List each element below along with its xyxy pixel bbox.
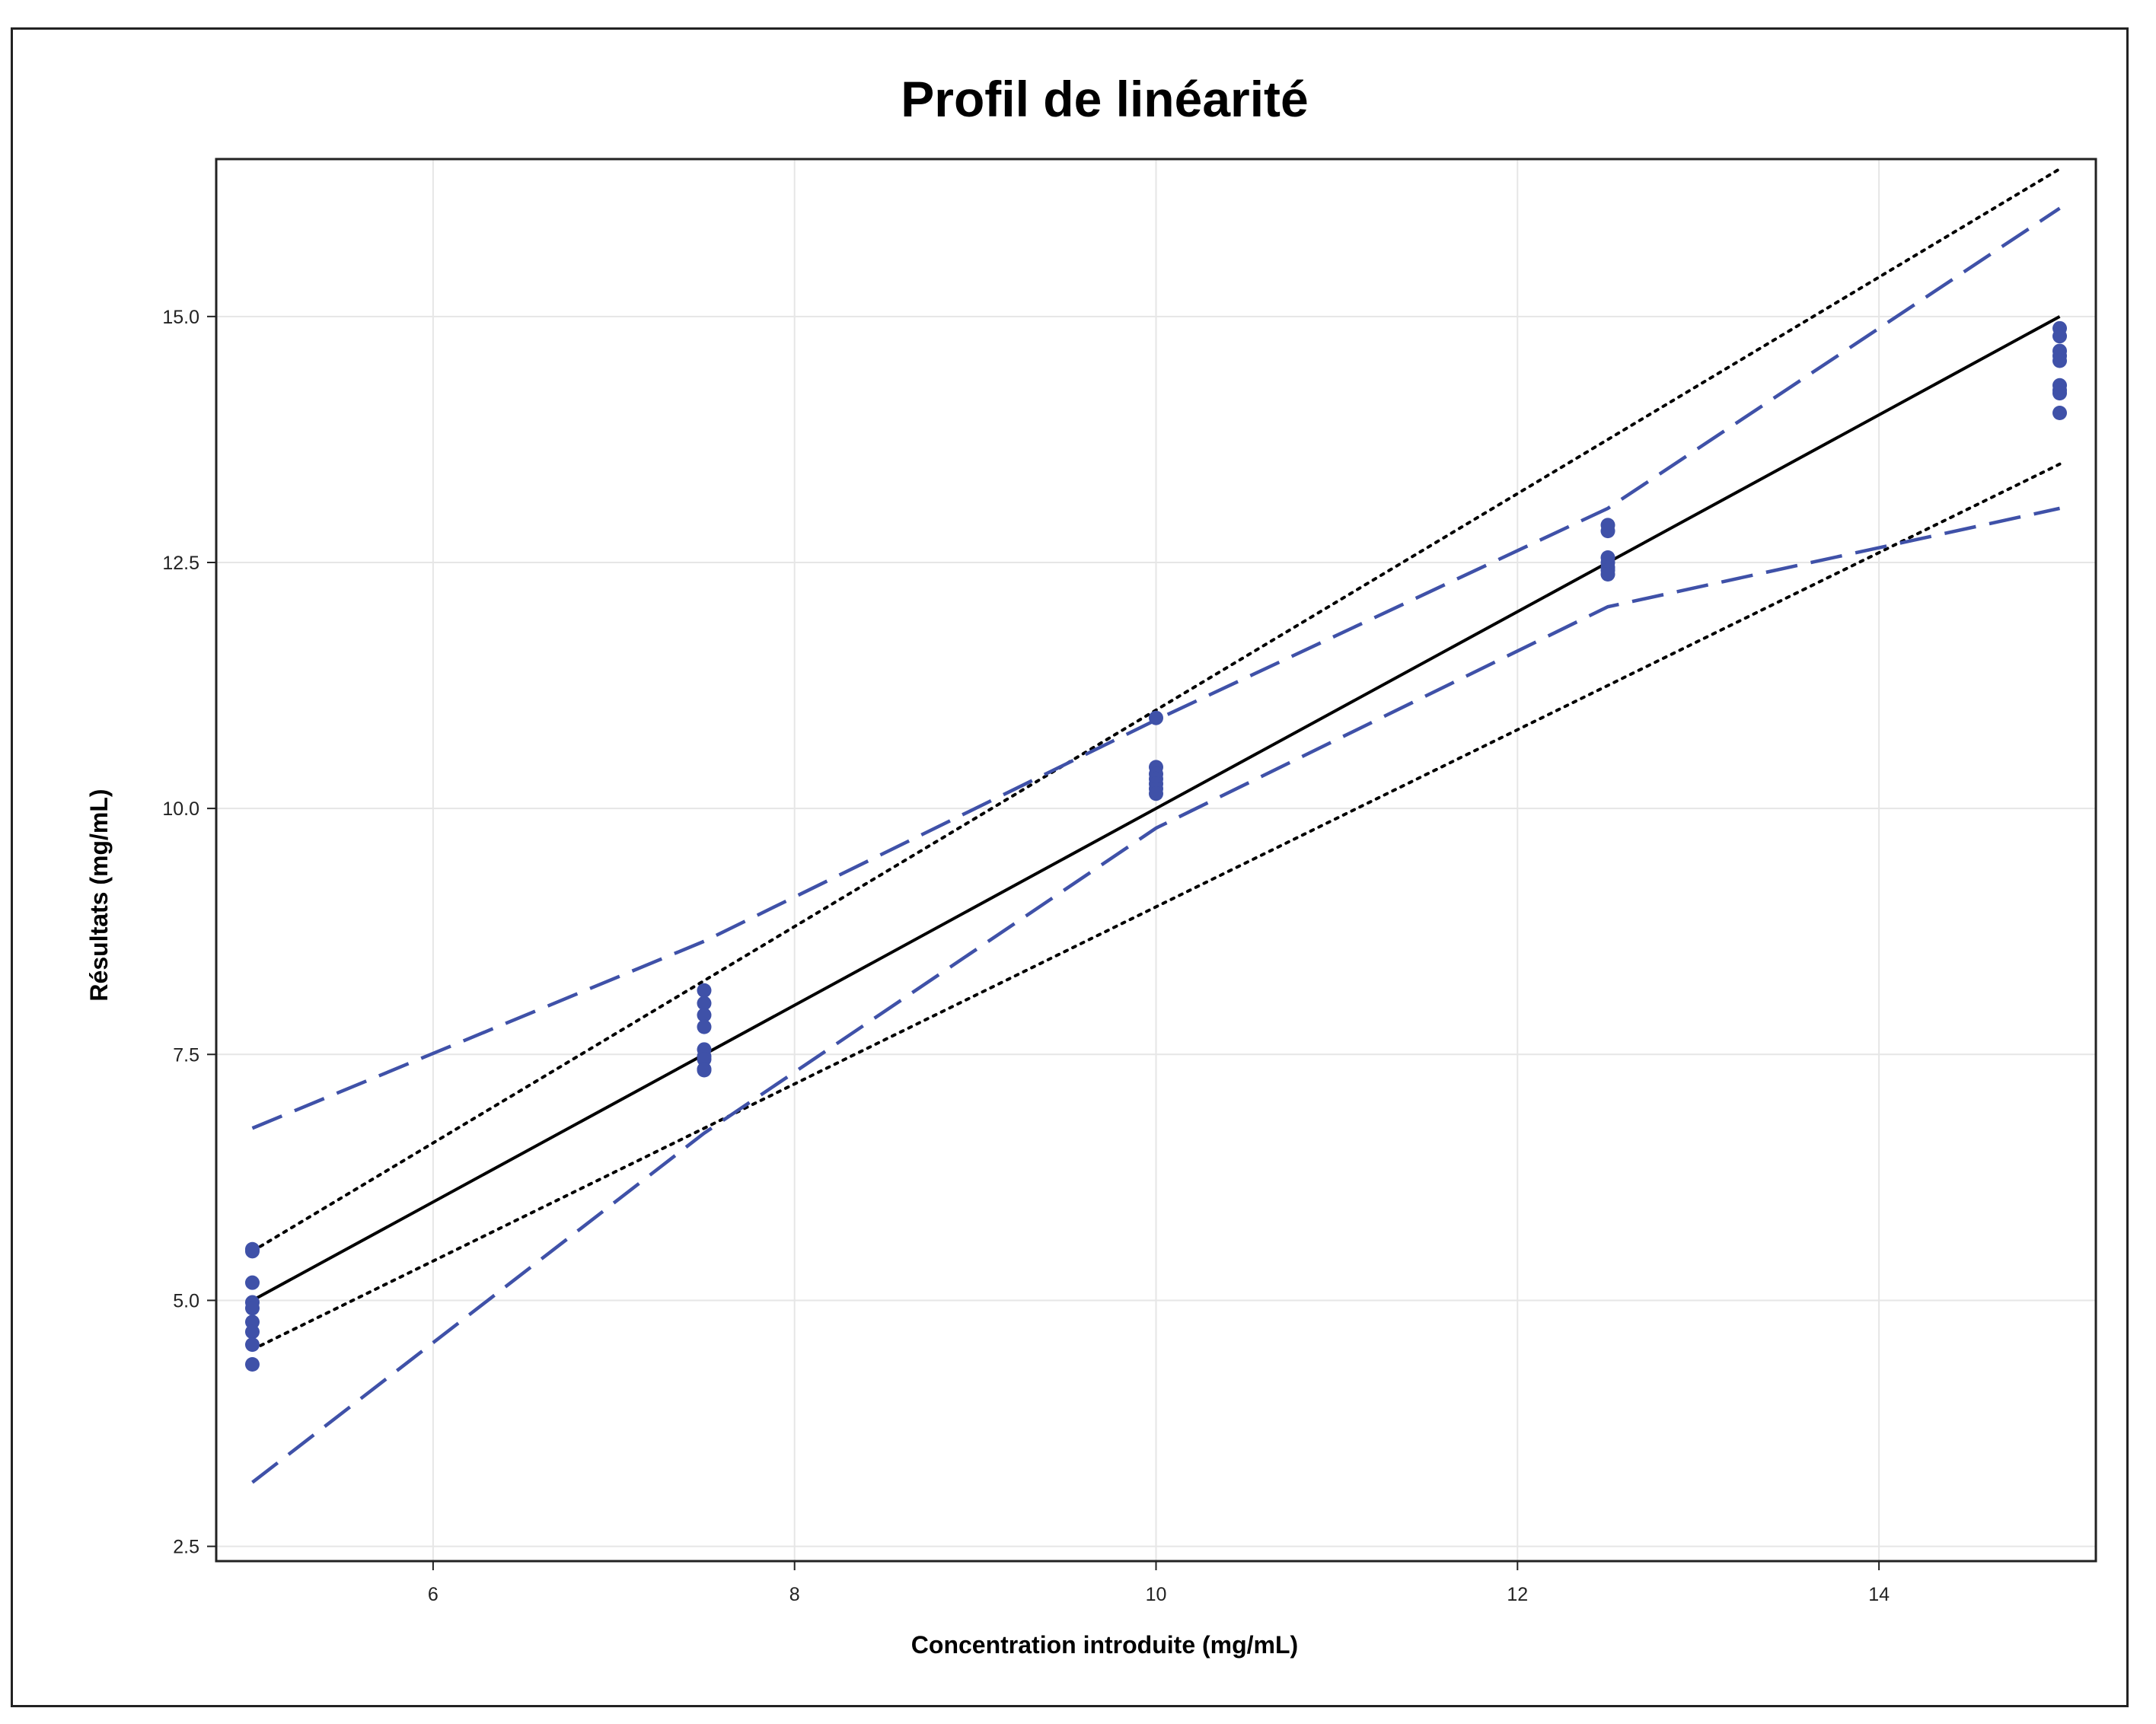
- data-point: [697, 1063, 712, 1078]
- data-point: [697, 983, 712, 998]
- x-axis-label: Concentration introduite (mg/mL): [911, 1631, 1298, 1659]
- series-line-dotted: [250, 167, 2062, 1253]
- x-tick-label: 6: [428, 1584, 439, 1605]
- series-line-dotted: [250, 462, 2062, 1352]
- x-tick-label: 14: [1868, 1584, 1890, 1605]
- data-point: [697, 1008, 712, 1023]
- data-points: [244, 320, 2068, 1372]
- data-point: [2052, 386, 2068, 401]
- data-point: [244, 1356, 260, 1372]
- series-line-dashed: [251, 506, 2060, 1484]
- x-tick-label: 10: [1146, 1584, 1167, 1605]
- data-point: [2052, 405, 2068, 420]
- data-point: [1149, 710, 1163, 725]
- data-point: [1149, 786, 1163, 801]
- data-point: [244, 1275, 260, 1290]
- x-tick-label: 12: [1507, 1584, 1528, 1605]
- data-point: [2052, 329, 2068, 344]
- y-tick-label: 15.0: [162, 307, 199, 328]
- grid: [216, 159, 2096, 1561]
- data-point: [244, 1241, 260, 1257]
- data-point: [244, 1324, 260, 1340]
- y-tick-label: 7.5: [173, 1044, 199, 1066]
- y-tick-label: 2.5: [173, 1537, 199, 1558]
- data-point: [244, 1301, 260, 1316]
- y-axis-ticks: 2.5 5.0 7.5 10.0 12.5 15.0: [162, 307, 216, 1558]
- linearity-chart: Profil de linéarité 6 8 10 12 14 2.5 5.0 7.5 10…: [85, 71, 2097, 1659]
- y-tick-label: 10.0: [162, 798, 199, 820]
- series-lines: [250, 167, 2062, 1484]
- x-axis-ticks: 6 8 10 12 14: [428, 1561, 1890, 1605]
- data-point: [697, 1019, 712, 1034]
- y-axis-label: Résultats (mg/mL): [85, 789, 113, 1001]
- data-point: [1600, 524, 1615, 539]
- series-line-solid: [251, 315, 2061, 1302]
- chart-title: Profil de linéarité: [901, 71, 1308, 127]
- y-tick-label: 5.0: [173, 1290, 199, 1311]
- data-point: [697, 996, 712, 1011]
- data-point: [2052, 353, 2068, 368]
- series-line-dashed: [251, 206, 2061, 1130]
- y-tick-label: 12.5: [162, 553, 199, 574]
- chart-frame: Profil de linéarité 6 8 10 12 14 2.5 5.0 7.5 10…: [11, 27, 2129, 1707]
- data-point: [244, 1337, 260, 1353]
- data-point: [1600, 566, 1615, 582]
- x-tick-label: 8: [789, 1584, 800, 1605]
